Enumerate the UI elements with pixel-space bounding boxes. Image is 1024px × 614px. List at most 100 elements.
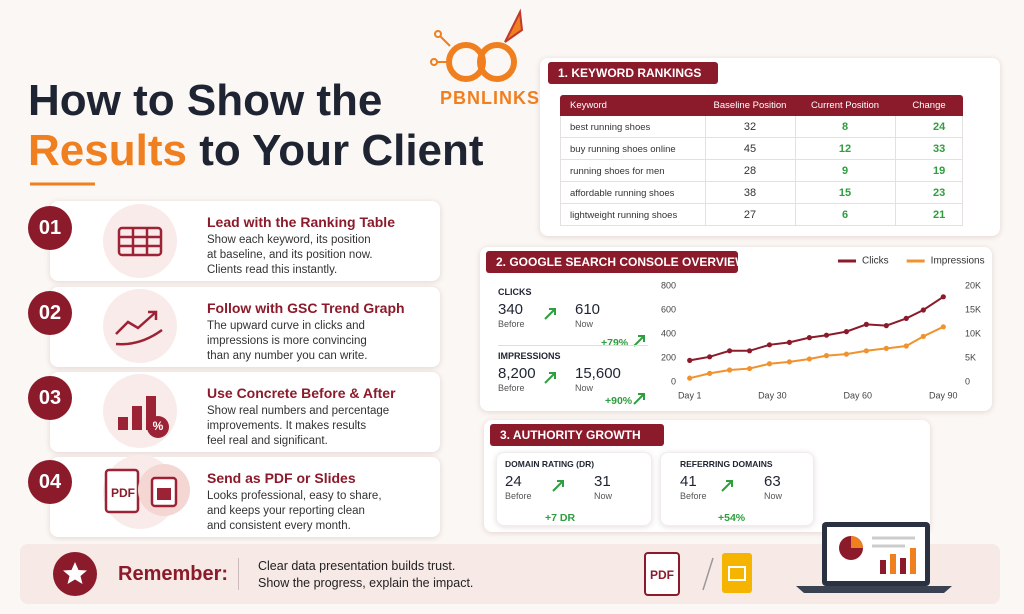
data-point xyxy=(806,356,812,362)
data-point xyxy=(903,315,909,321)
data-point xyxy=(766,361,773,367)
table-divider xyxy=(705,138,706,160)
metric-now-label: Now xyxy=(764,491,783,501)
up-arrow-head xyxy=(726,480,733,487)
remember-text: Clear data presentation builds trust. xyxy=(258,559,456,573)
step-text: improvements. It makes results xyxy=(207,420,367,432)
data-point xyxy=(707,354,713,360)
metric-now: 31 xyxy=(594,473,611,490)
shape xyxy=(104,226,190,516)
shape xyxy=(477,42,517,82)
change-cell: 33 xyxy=(933,143,946,155)
baseline-cell: 32 xyxy=(743,121,757,133)
up-arrow xyxy=(633,393,645,405)
data-point xyxy=(746,365,753,372)
current-cell: 12 xyxy=(838,143,852,155)
current-cell: 6 xyxy=(841,209,849,221)
up-arrow xyxy=(544,308,556,320)
shape xyxy=(28,291,72,335)
step-text: Show real numbers and percentage xyxy=(207,405,390,417)
shape xyxy=(28,206,72,250)
table-divider xyxy=(895,204,896,226)
shape xyxy=(910,548,916,574)
metric-before: 340 xyxy=(498,301,524,318)
up-arrow-head xyxy=(557,480,564,487)
up-arrow xyxy=(544,372,556,384)
title-highlight: Results xyxy=(28,126,187,175)
data-point xyxy=(883,323,889,329)
current-cell: 9 xyxy=(841,165,849,177)
shape xyxy=(147,416,169,438)
change-cell: 24 xyxy=(933,121,946,133)
table-divider xyxy=(895,182,896,204)
y2-tick-label: 15K xyxy=(965,304,981,314)
data-point xyxy=(687,375,693,381)
baseline-cell: 38 xyxy=(743,187,757,199)
shape xyxy=(28,460,72,504)
table-divider xyxy=(795,138,796,160)
pdf-icon-text: PDF xyxy=(650,568,674,582)
metric-before-label: Before xyxy=(498,383,525,393)
separator xyxy=(238,558,239,590)
metric-change: +7 DR xyxy=(545,512,576,524)
table-divider xyxy=(895,138,896,160)
keyword-cell: affordable running shoes xyxy=(570,188,675,199)
metric-divider xyxy=(498,345,648,346)
shape xyxy=(504,8,524,43)
table-row xyxy=(560,182,963,204)
step-title: Lead with the Ranking Table xyxy=(207,214,395,230)
metric-change: +54% xyxy=(718,512,746,524)
baseline-cell: 27 xyxy=(743,209,757,221)
data-point xyxy=(687,357,693,363)
step-number-circles xyxy=(28,206,72,504)
data-point xyxy=(806,335,812,341)
table-divider xyxy=(705,160,706,182)
table-row xyxy=(560,138,963,160)
data-point xyxy=(863,321,869,327)
metric-now: 610 xyxy=(575,301,601,318)
shape xyxy=(118,417,128,430)
data-point xyxy=(823,332,830,338)
step-title: Follow with GSC Trend Graph xyxy=(207,300,405,316)
step-text: than any number you can write. xyxy=(207,350,368,362)
table-header-cell: Keyword xyxy=(570,100,607,111)
table-divider xyxy=(795,204,796,226)
step-title: Send as PDF or Slides xyxy=(207,470,356,486)
step-text: feel real and significant. xyxy=(207,435,328,447)
step-text: at baseline, and its position now. xyxy=(207,249,373,261)
y-tick-label: 200 xyxy=(661,352,676,362)
data-point xyxy=(746,348,753,354)
metric-before-label: Before xyxy=(680,491,707,501)
slides-icon-inner xyxy=(728,566,746,581)
series-line xyxy=(689,325,944,380)
table-divider xyxy=(895,160,896,182)
shape xyxy=(115,328,163,346)
x-tick-label: Day 90 xyxy=(929,390,958,400)
x-tick-label: Day 30 xyxy=(758,390,787,400)
change-cell: 19 xyxy=(933,165,946,177)
title-rest: to Your Client xyxy=(199,126,484,175)
shape xyxy=(434,30,442,38)
current-cell: 15 xyxy=(838,187,852,199)
series-line xyxy=(689,295,944,362)
data-point xyxy=(786,339,793,345)
up-arrow-head xyxy=(549,308,556,315)
authority-title: 3. AUTHORITY GROWTH xyxy=(490,424,664,446)
y-tick-label: 0 xyxy=(671,376,676,386)
baseline-cell: 28 xyxy=(743,165,757,177)
data-point xyxy=(766,342,773,348)
table-header-cell: Current Position xyxy=(810,100,880,111)
step-text: Clients read this instantly. xyxy=(207,264,338,276)
metric-now-label: Now xyxy=(594,491,613,501)
logo-icon xyxy=(430,8,524,82)
shape xyxy=(439,35,451,47)
table-divider xyxy=(795,160,796,182)
table-row xyxy=(560,116,963,138)
up-arrow xyxy=(721,480,733,492)
current-cell: 8 xyxy=(841,121,849,133)
step-text: and consistent every month. xyxy=(207,520,351,532)
shape xyxy=(117,226,163,257)
step-icon-text: PDF xyxy=(111,486,135,500)
shape xyxy=(851,536,863,548)
